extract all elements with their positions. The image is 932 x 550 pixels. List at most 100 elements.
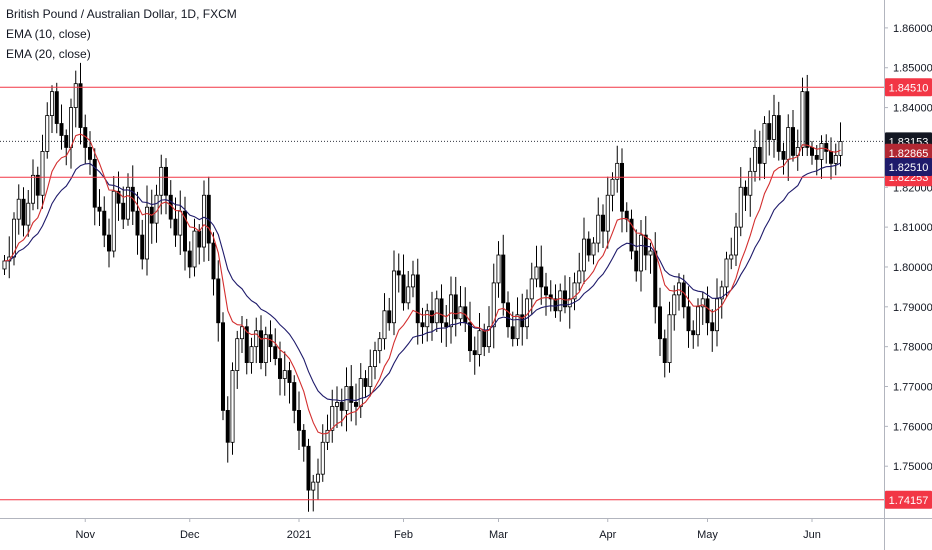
candle-body-down	[705, 298, 710, 324]
candle-body-up	[605, 194, 610, 232]
candle	[69, 98, 74, 169]
price-tag-label: 1.82510	[889, 162, 929, 174]
candle	[301, 424, 306, 462]
candle	[719, 280, 724, 319]
candle-body-down	[553, 298, 558, 312]
candle-body-up	[639, 234, 644, 272]
candle-body-down	[544, 286, 549, 296]
candle	[173, 197, 178, 247]
candle	[501, 234, 506, 316]
candle-body-down	[306, 445, 311, 491]
time-tick-label: 2021	[287, 529, 311, 541]
candle	[805, 74, 810, 156]
candle-body-up	[748, 170, 753, 196]
candle	[833, 143, 838, 176]
candle	[249, 337, 254, 374]
candle-body-up	[529, 278, 534, 300]
candle-body-down	[453, 294, 458, 320]
candle-body-down	[539, 266, 544, 288]
candle-body-up	[572, 282, 577, 300]
candle-body-down	[467, 322, 472, 352]
candle-body-down	[349, 386, 354, 403]
candle-body-down	[505, 302, 510, 328]
candle	[776, 101, 781, 161]
candle	[615, 145, 620, 193]
candle	[814, 144, 819, 176]
candle	[377, 332, 382, 364]
candle	[491, 263, 496, 349]
candle	[45, 102, 50, 159]
candle-body-up	[330, 406, 335, 431]
candle	[767, 110, 772, 156]
candle	[795, 129, 800, 171]
candle-body-up	[772, 115, 777, 140]
price-axis[interactable]: 1.860001.850001.840001.830001.820001.810…	[884, 0, 932, 550]
candle	[16, 184, 21, 235]
candle	[672, 285, 677, 331]
candle-body-up	[26, 202, 31, 226]
candle-body-down	[401, 274, 406, 304]
candle	[287, 361, 292, 404]
ema10-layer	[4, 133, 841, 435]
candle-body-up	[762, 123, 767, 164]
candle-body-down	[776, 115, 781, 152]
candle	[838, 122, 843, 167]
candle	[791, 109, 796, 162]
candle	[97, 189, 102, 227]
candle	[700, 291, 705, 325]
candle-body-down	[444, 322, 449, 328]
candle-body-up	[410, 274, 415, 288]
candle	[548, 280, 553, 312]
candle-body-down	[643, 234, 648, 256]
candle	[26, 190, 31, 237]
candle-body-up	[672, 294, 677, 316]
candle	[216, 260, 221, 342]
candle	[444, 305, 449, 347]
candle	[510, 311, 515, 347]
candle	[482, 323, 487, 357]
candle-body-up	[833, 154, 838, 164]
candle	[434, 290, 439, 332]
chart-legend: British Pound / Australian Dollar, 1D, F…	[6, 4, 237, 64]
ema10-legend[interactable]: EMA (10, close)	[6, 27, 91, 41]
candle	[387, 297, 392, 331]
symbol-title[interactable]: British Pound / Australian Dollar, 1D, F…	[6, 7, 237, 21]
candle	[577, 252, 582, 291]
candle-body-down	[258, 330, 263, 364]
candle	[149, 189, 154, 244]
candle-body-up	[201, 194, 206, 248]
candle	[292, 375, 297, 424]
candle-body-down	[92, 158, 97, 208]
candle	[472, 336, 477, 375]
candle	[163, 158, 168, 215]
candle-body-up	[425, 310, 430, 328]
candle	[230, 362, 235, 455]
candle-body-up	[448, 294, 453, 328]
plot-area[interactable]	[2, 62, 843, 512]
candle	[420, 307, 425, 344]
ema20-legend[interactable]: EMA (20, close)	[6, 47, 91, 61]
candle	[315, 458, 320, 500]
candle	[254, 317, 259, 364]
candle	[135, 191, 140, 255]
candle-body-down	[805, 91, 810, 148]
price-tag-bg	[885, 143, 932, 162]
candle-body-up	[391, 270, 396, 324]
candle	[296, 391, 301, 451]
time-axis[interactable]: Nov Dec 2021 Feb Mar Apr May Jun	[0, 518, 932, 541]
candle	[368, 349, 373, 397]
candle	[64, 129, 69, 166]
candle	[182, 196, 187, 271]
candle-body-down	[387, 310, 392, 324]
candle-body-down	[107, 234, 112, 252]
candle	[277, 341, 282, 396]
candle-body-up	[320, 441, 325, 475]
candle	[83, 114, 88, 164]
candle-body-down	[296, 410, 301, 431]
time-tick-label: May	[697, 529, 718, 541]
candle-body-down	[197, 230, 202, 248]
candle	[396, 253, 401, 293]
candle	[391, 250, 396, 336]
candle-body-up	[615, 162, 620, 180]
